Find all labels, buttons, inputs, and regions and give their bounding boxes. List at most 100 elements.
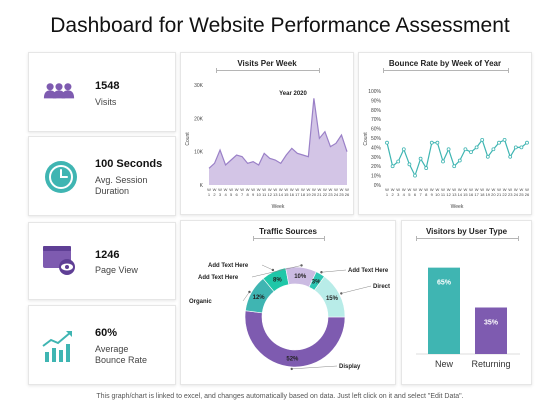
traffic-leader-line	[251, 265, 302, 278]
visits-x-tick-prefix: W	[207, 187, 211, 192]
traffic-slice-value: 8%	[273, 277, 282, 283]
visits-x-tick: 16	[290, 192, 295, 197]
traffic-chart: 52% Display 12% Organic 8% Add Text Here 10% Ad…	[189, 263, 390, 371]
bounce-x-tick: 9	[431, 192, 434, 197]
bounce-x-tick-prefix: W	[396, 187, 400, 192]
bounce-x-tick-prefix: W	[464, 187, 468, 192]
visits-x-tick: 23	[328, 192, 333, 197]
visits-x-tick-prefix: W	[323, 187, 327, 192]
visits-x-label: Week	[272, 204, 285, 210]
bounce-x-tick: 7	[419, 192, 422, 197]
bounce-x-tick: 22	[502, 192, 507, 197]
session-label: Avg. Session Duration	[95, 175, 148, 196]
bounce-chart: 0%10%20%30%40%50%60%70%80%90%100%W1W2W3W…	[363, 89, 530, 210]
bounce-y-tick: 20%	[371, 164, 382, 170]
traffic-slice-label: Add Text Here	[198, 275, 239, 281]
bounce-x-tick: 19	[486, 192, 491, 197]
bounce-point	[418, 156, 423, 161]
visits-x-tick-prefix: W	[301, 187, 305, 192]
visits-chart: K10K20K30KW1W2W3W4W5W6W7W8W9W10W11W12W13…	[185, 83, 350, 210]
bounce-x-tick: 8	[425, 192, 428, 197]
bounce-point	[457, 158, 462, 163]
visits-x-tick: 17	[295, 192, 300, 197]
visits-x-tick: 5	[230, 192, 233, 197]
bounce-point	[480, 137, 485, 142]
bounce-x-tick: 5	[408, 192, 411, 197]
visits-x-tick-prefix: W	[340, 187, 344, 192]
visits-x-tick: 8	[247, 192, 250, 197]
bounce-x-tick-prefix: W	[385, 187, 389, 192]
bounce-x-tick-prefix: W	[480, 187, 484, 192]
bounce-x-tick: 24	[514, 192, 519, 197]
traffic-slice-value: 10%	[294, 274, 307, 280]
bounce-point	[474, 145, 479, 150]
bounce-x-tick-prefix: W	[408, 187, 412, 192]
stat-card-visits: 1548 Visits	[28, 52, 176, 132]
traffic-slice-value: 52%	[286, 356, 299, 362]
visits-x-tick: 4	[224, 192, 227, 197]
bounce-y-tick: 40%	[371, 145, 382, 151]
visits-x-tick: 6	[235, 192, 238, 197]
bounce-x-tick-prefix: W	[424, 187, 428, 192]
visits-chart-title: Visits Per Week	[237, 59, 297, 68]
visits-y-tick: K	[200, 183, 204, 189]
growth-chart-icon	[42, 331, 72, 362]
bounce-point	[497, 140, 501, 145]
visits-x-tick: 18	[301, 192, 306, 197]
bounce-x-tick-prefix: W	[436, 187, 440, 192]
visitors-type-panel: Visitors by User Type 65% New 35% Returning	[401, 220, 532, 385]
visitors-chart-title: Visitors by User Type	[425, 227, 508, 236]
usertype-bar	[475, 307, 507, 354]
traffic-leader-line	[261, 264, 273, 271]
visits-x-tick-prefix: W	[329, 187, 333, 192]
visits-x-tick-prefix: W	[262, 187, 266, 192]
bounce-point	[385, 140, 389, 145]
bounce-point	[390, 164, 395, 169]
visits-x-tick: 10	[256, 192, 261, 197]
bounce-x-tick: 20	[491, 192, 496, 197]
traffic-leader-dot	[300, 264, 303, 267]
visits-x-tick: 2	[213, 192, 216, 197]
usertype-bar-label: 65%	[437, 280, 452, 287]
bounce-x-tick-prefix: W	[391, 187, 395, 192]
bounce-point	[396, 159, 401, 164]
traffic-sources-panel: Traffic Sources 52% Display 12% Organic 8% Ad…	[180, 220, 396, 385]
visits-x-tick-prefix: W	[284, 187, 288, 192]
browser-eye-icon	[43, 246, 75, 275]
bounce-point	[407, 162, 412, 167]
visits-y-tick: 10K	[194, 150, 204, 156]
visits-x-tick: 9	[252, 192, 255, 197]
visits-x-tick: 19	[306, 192, 311, 197]
visits-label: Visits	[95, 97, 117, 107]
usertype-category: New	[435, 359, 454, 369]
traffic-slice-value: 3%	[312, 279, 321, 285]
bounce-x-tick: 16	[469, 192, 474, 197]
visits-x-tick-prefix: W	[318, 187, 322, 192]
visits-x-tick-prefix: W	[273, 187, 277, 192]
visits-x-tick: 24	[334, 192, 339, 197]
visits-per-week-panel: Visits Per Week K 10K 20K 30K W 1 W 2 W 3 W 4 W 5 W 6 W 7…	[180, 52, 354, 215]
bounce-x-tick-prefix: W	[469, 187, 473, 192]
bounce-x-label: Week	[451, 204, 464, 210]
bounce-x-tick-prefix: W	[503, 187, 507, 192]
bounce-point	[525, 140, 529, 145]
visits-x-tick-prefix: W	[345, 187, 349, 192]
visits-value: 1548	[95, 80, 120, 92]
visits-x-tick: 7	[241, 192, 244, 197]
visits-x-tick-prefix: W	[246, 187, 250, 192]
visits-x-tick: 20	[312, 192, 317, 197]
visits-x-tick: 14	[279, 192, 284, 197]
stat-card-session: 100 Seconds Avg. Session Duration	[28, 136, 176, 216]
bounce-x-tick-prefix: W	[447, 187, 451, 192]
traffic-slice-label: Display	[339, 364, 361, 370]
bounce-rate-panel: Bounce Rate by Week of Year 0% 10% 20% 30% 4…	[358, 52, 532, 215]
traffic-slice	[244, 310, 346, 368]
clock-icon	[45, 161, 77, 193]
bounce-x-tick: 17	[474, 192, 479, 197]
stat-card-pageview: 1246 Page View	[28, 222, 176, 300]
bounce-y-tick: 100%	[368, 89, 381, 95]
bounce-point	[452, 164, 457, 169]
bounce-point	[502, 137, 507, 142]
traffic-leader-line	[242, 291, 250, 302]
visits-area	[209, 98, 347, 185]
